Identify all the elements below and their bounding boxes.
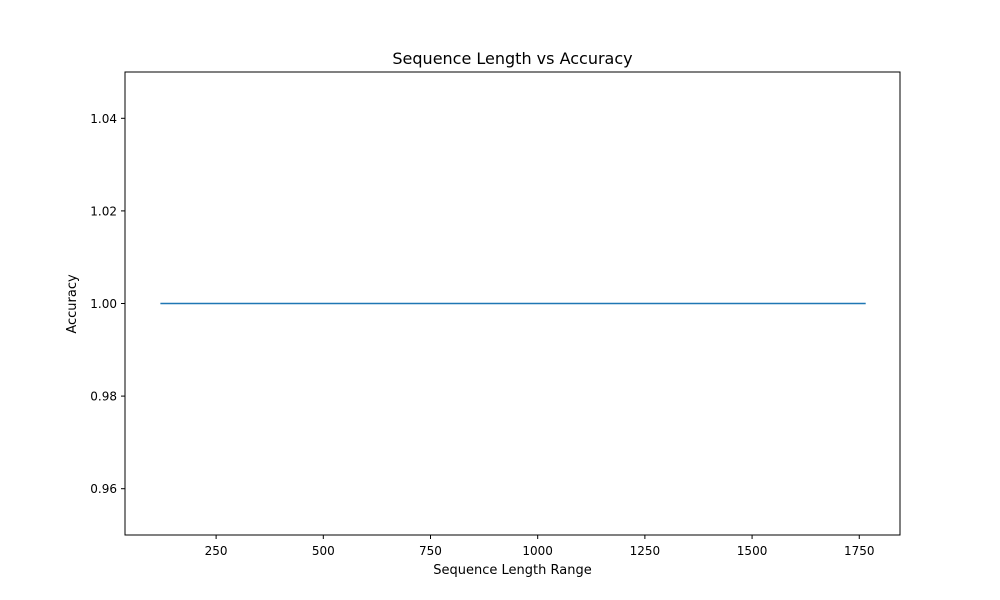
y-tick-label: 0.96 <box>90 482 117 496</box>
x-tick-label: 1750 <box>844 544 875 558</box>
y-tick-label: 1.04 <box>90 112 117 126</box>
x-tick-label: 1250 <box>630 544 661 558</box>
x-tick-label: 500 <box>312 544 335 558</box>
y-axis-label: Accuracy <box>65 274 80 334</box>
x-tick-label: 1000 <box>522 544 553 558</box>
y-tick-label: 0.98 <box>90 390 117 404</box>
plot-area-frame <box>124 71 901 536</box>
x-tick-label: 1500 <box>737 544 768 558</box>
x-tick-label: 750 <box>419 544 442 558</box>
y-tick-label: 1.00 <box>90 297 117 311</box>
chart-title: Sequence Length vs Accuracy <box>392 49 632 68</box>
x-axis-label: Sequence Length Range <box>433 563 591 578</box>
y-tick-label: 1.02 <box>90 204 117 218</box>
x-tick-label: 250 <box>205 544 228 558</box>
